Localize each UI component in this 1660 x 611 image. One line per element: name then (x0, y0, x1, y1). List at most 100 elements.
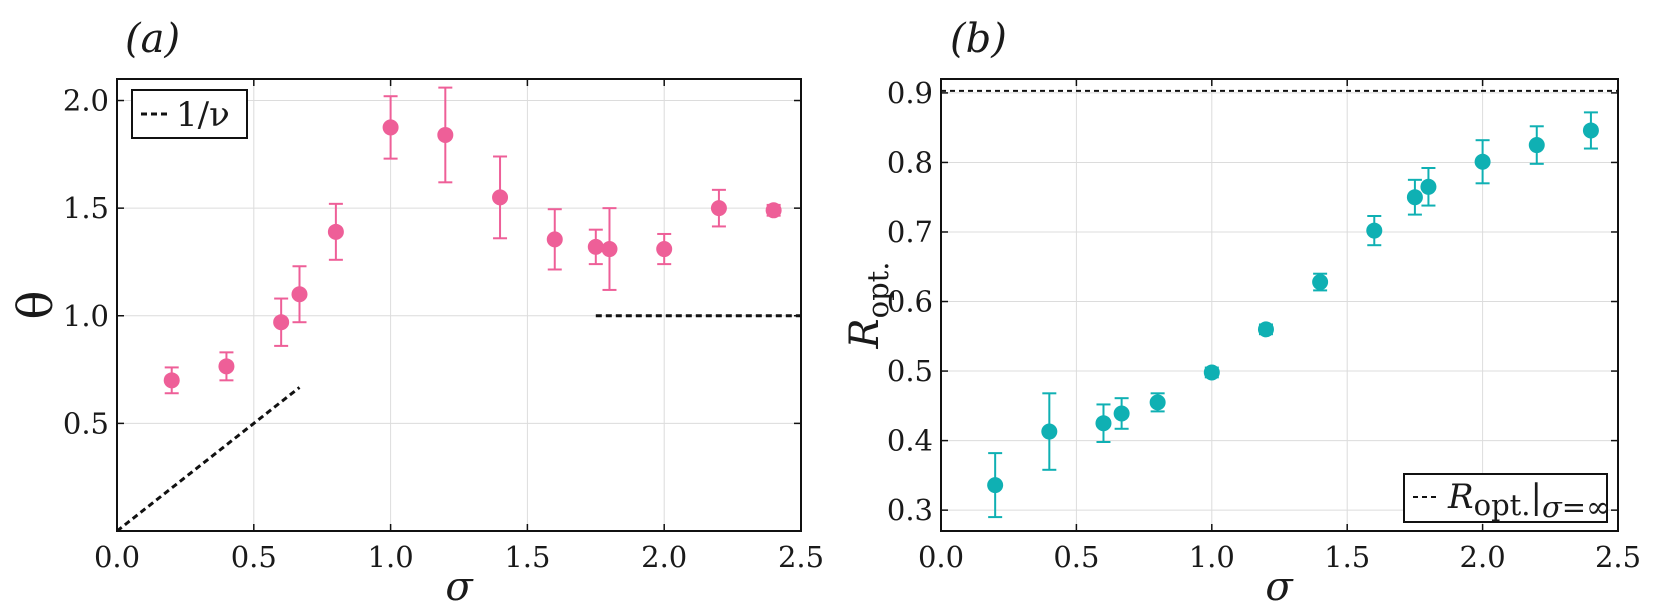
panel-b-ylabel-main: R (842, 318, 888, 349)
panel-b-y-ticks: 0.3 0.4 0.5 0.6 0.7 0.8 0.9 (887, 76, 1618, 527)
x-tick-label: 2.0 (641, 540, 687, 574)
y-tick-label: 0.6 (887, 285, 933, 319)
y-tick-label: 1.0 (63, 299, 109, 333)
marker (1203, 364, 1220, 381)
panel-a-xlabel: σ (445, 564, 474, 610)
panel-a: (a) 0.0 0.5 1.0 1.5 2.0 2.5 0.51.01.52.0 σ θ … (8, 16, 824, 610)
marker (1528, 137, 1545, 154)
panel-b-ylabel-sub: opt. (861, 261, 895, 318)
data-point (1149, 392, 1166, 413)
data-point (163, 366, 180, 395)
marker (1406, 189, 1423, 206)
y-tick-label: 0.3 (887, 493, 933, 527)
marker (273, 314, 290, 331)
data-point (656, 232, 673, 266)
marker (587, 238, 604, 255)
data-point (437, 86, 454, 184)
data-point (710, 188, 727, 228)
marker (1041, 423, 1058, 440)
y-tick-label: 2.0 (63, 84, 109, 118)
x-tick-label: 0.5 (231, 540, 277, 574)
panel-b-label: (b) (950, 16, 1007, 62)
data-point (327, 202, 344, 261)
panel-a-legend-text: 1/ν (176, 95, 230, 135)
marker (546, 231, 563, 248)
data-point (1203, 364, 1220, 381)
panel-b-legend: Ropt.|σ=∞ (1403, 473, 1610, 524)
marker (218, 358, 235, 375)
data-point (587, 228, 604, 266)
marker (163, 372, 180, 389)
data-point (291, 265, 308, 324)
panel-a-data-points (163, 86, 782, 395)
x-tick-label: 0.5 (1053, 540, 1099, 574)
data-point (218, 351, 235, 382)
panel-a-reference-lines (116, 314, 801, 533)
panel-b-data-points (987, 111, 1599, 519)
marker (1149, 394, 1166, 411)
x-tick-label: 1.5 (504, 540, 550, 574)
marker (656, 241, 673, 258)
marker (765, 202, 782, 219)
data-point (546, 208, 563, 271)
data-point (1406, 178, 1423, 216)
panel-b-legend-box (1403, 473, 1608, 523)
data-point (1420, 167, 1437, 207)
panel-a-grid (116, 79, 802, 531)
panel-b-ylabel: Ropt. (842, 261, 895, 349)
panel-a-frame (116, 78, 802, 532)
panel-a-x-ticks: 0.0 0.5 1.0 1.5 2.0 2.5 (94, 79, 824, 574)
marker (1474, 153, 1491, 170)
y-tick-label: 0.4 (887, 424, 933, 458)
panel-b: (b) 0.0 0.5 1.0 1.5 2.0 2.5 0.30.40.50.60.70.… (842, 16, 1641, 610)
marker (327, 223, 344, 240)
data-point (1474, 139, 1491, 185)
data-point (765, 202, 782, 219)
panel-b-legend-text: Ropt.|σ=∞ (1447, 477, 1610, 524)
y-tick-label: 0.8 (887, 145, 933, 179)
y-tick-label: 0.5 (63, 406, 109, 440)
data-point (601, 207, 618, 291)
data-point (1528, 125, 1545, 165)
x-tick-label: 0.0 (94, 540, 140, 574)
data-point (273, 297, 290, 347)
panel-b-legend-sub-sigma: σ=∞ (1542, 490, 1610, 524)
marker (437, 126, 454, 143)
marker (710, 200, 727, 217)
data-point (1366, 214, 1383, 247)
marker (291, 286, 308, 303)
marker (1113, 405, 1130, 422)
x-tick-label: 1.0 (1189, 540, 1235, 574)
y-tick-label: 0.7 (887, 215, 933, 249)
panel-b-legend-R: R (1447, 477, 1474, 517)
x-tick-label: 2.0 (1460, 540, 1506, 574)
data-point (1257, 321, 1274, 338)
marker (492, 189, 509, 206)
marker (1420, 178, 1437, 195)
y-tick-label: 1.5 (63, 191, 109, 225)
panel-b-legend-sub-opt: opt. (1474, 488, 1531, 522)
panel-b-frame (940, 78, 1619, 532)
y-tick-label: 0.5 (887, 354, 933, 388)
panel-b-legend-bar: | (1531, 477, 1542, 517)
x-tick-label: 0.0 (918, 540, 964, 574)
x-tick-label: 2.5 (778, 540, 824, 574)
panel-a-legend: 1/ν (131, 89, 248, 139)
reference-line (116, 386, 301, 533)
marker (1366, 222, 1383, 239)
data-point (1041, 392, 1058, 471)
marker (1095, 415, 1112, 432)
x-tick-label: 2.5 (1595, 540, 1641, 574)
data-point (492, 155, 509, 240)
panel-a-label: (a) (125, 16, 180, 62)
panel-b-x-ticks: 0.0 0.5 1.0 1.5 2.0 2.5 (918, 79, 1641, 574)
x-tick-label: 1.5 (1324, 540, 1370, 574)
data-point (1312, 272, 1329, 292)
data-point (1095, 403, 1112, 443)
marker (1257, 321, 1274, 338)
marker (382, 119, 399, 136)
x-tick-label: 1.0 (368, 540, 414, 574)
marker (987, 477, 1004, 494)
panel-a-ylabel: θ (8, 291, 64, 320)
